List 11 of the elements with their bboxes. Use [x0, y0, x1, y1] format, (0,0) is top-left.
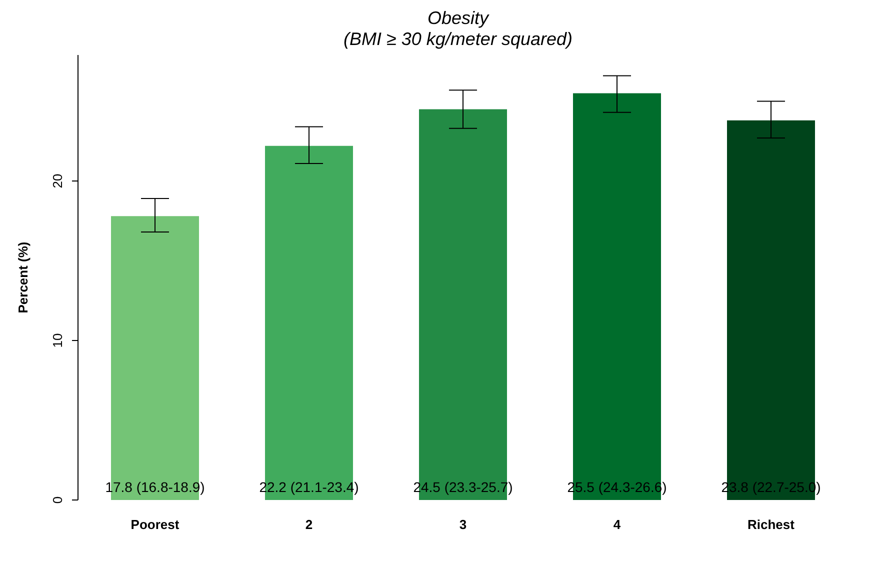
y-tick-label: 10 — [50, 333, 65, 348]
x-tick-label: Poorest — [130, 517, 180, 532]
y-tick-label: 0 — [50, 496, 65, 504]
x-tick-label: 4 — [613, 517, 622, 532]
x-tick-label: 2 — [305, 517, 313, 532]
x-tick-label: 3 — [459, 517, 467, 532]
x-tick-label: Richest — [748, 517, 796, 532]
chart-subtitle: (BMI ≥ 30 kg/meter squared) — [342, 29, 574, 50]
chart-title: Obesity — [426, 8, 490, 29]
y-tick-label: 20 — [50, 174, 65, 188]
y-axis-title: Percent (%) — [16, 242, 31, 314]
